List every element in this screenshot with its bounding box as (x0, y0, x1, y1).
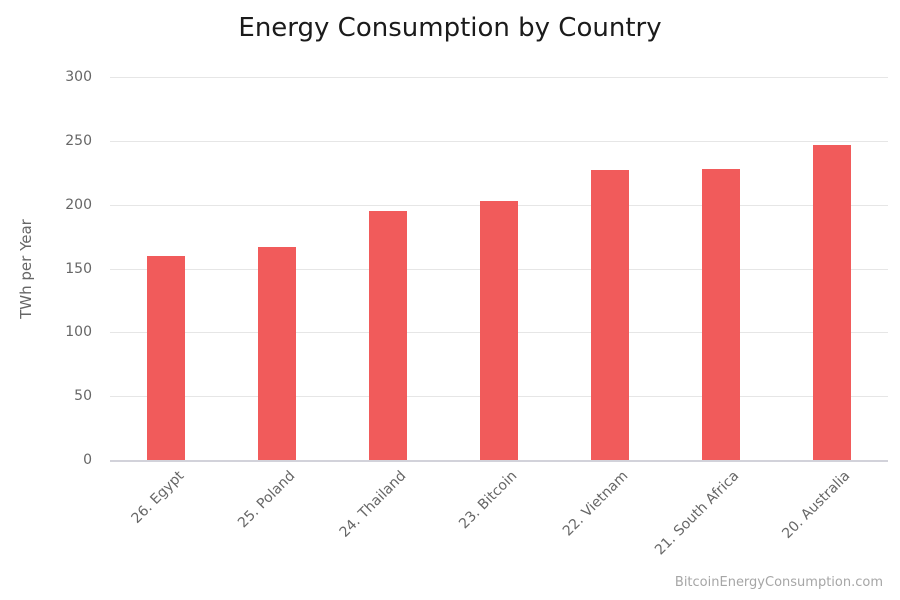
bar-22. Vietnam[interactable] (591, 170, 630, 460)
x-axis-label-22. Vietnam: 22. Vietnam (559, 468, 632, 540)
bar-26. Egypt[interactable] (146, 255, 185, 460)
y-tick-label-250: 250 (65, 132, 92, 149)
y-tick-label-0: 0 (83, 452, 92, 468)
x-axis-label-26. Egypt: 26. Egypt (128, 468, 187, 527)
gridline-250 (110, 140, 888, 142)
y-tick-label-300: 300 (65, 69, 92, 85)
bar-23. Bitcoin[interactable] (480, 200, 518, 460)
y-tick-label-100: 100 (65, 324, 92, 341)
y-tick-label-50: 50 (74, 388, 92, 405)
bar-20. Australia[interactable] (813, 144, 852, 460)
plot-area (110, 77, 888, 462)
bar-21. South Africa[interactable] (702, 168, 741, 460)
chart-title: Energy Consumption by Country (238, 13, 662, 43)
x-axis-label-23. Bitcoin: 23. Bitcoin (456, 468, 521, 533)
x-axis-label-24. Thailand: 24. Thailand (336, 468, 410, 541)
bar-25. Poland[interactable] (257, 246, 296, 460)
bar-24. Thailand[interactable] (368, 211, 407, 460)
x-axis-label-25. Poland: 25. Poland (234, 468, 299, 532)
watermark: BitcoinEnergyConsumption.com (674, 575, 883, 590)
gridline-300 (110, 77, 888, 78)
y-tick-label-150: 150 (65, 260, 92, 277)
y-tick-label-200: 200 (65, 196, 92, 213)
